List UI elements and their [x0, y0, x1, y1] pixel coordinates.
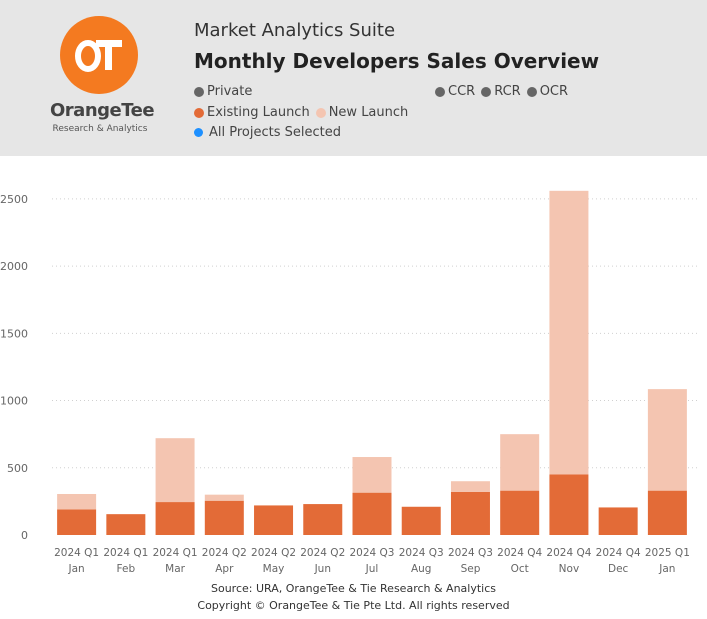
bar-new-launch	[204, 494, 244, 501]
region-filters: CCR RCR OCR	[435, 84, 568, 99]
private-dot-icon	[194, 86, 204, 97]
existing-launch-dot-icon	[194, 107, 204, 118]
x-tick-quarter: 2025 Q1	[645, 547, 690, 559]
filter-rcr[interactable]: RCR	[481, 84, 521, 99]
bar-existing-launch	[155, 502, 195, 535]
filter-rcr-label: RCR	[494, 84, 521, 99]
bar-existing-launch	[352, 492, 392, 535]
y-tick-label: 2500	[0, 193, 28, 206]
x-tick-month: May	[263, 563, 285, 575]
filter-existing-launch-label: Existing Launch	[207, 105, 310, 120]
bar-existing-launch	[106, 514, 146, 535]
report-header: OrangeTee Research & Analytics Market An…	[0, 0, 707, 156]
x-tick-month: Apr	[215, 563, 234, 575]
x-tick-month: Dec	[608, 563, 629, 575]
bar-new-launch	[450, 481, 490, 492]
filter-private-label: Private	[207, 84, 253, 99]
bar-new-launch	[549, 190, 589, 475]
bar-existing-launch	[57, 509, 97, 535]
filter-ccr-label: CCR	[448, 84, 476, 99]
y-tick-label: 1000	[0, 395, 28, 408]
bar-existing-launch	[598, 507, 638, 535]
new-launch-dot-icon	[315, 107, 326, 118]
sales-bar-chart: 0 500 1000 1500 2000 2500 2024 Q1 Jan 2024 Q1 Feb…	[0, 190, 700, 575]
orangetee-logo	[60, 16, 138, 94]
bar-existing-launch	[204, 500, 244, 535]
bar-new-launch	[155, 438, 195, 503]
y-tick-label: 2000	[0, 260, 28, 273]
x-tick-quarter: 2024 Q4	[497, 547, 542, 559]
y-tick-label: 0	[21, 529, 28, 542]
bar-existing-launch	[647, 490, 687, 535]
x-tick-month: Nov	[559, 563, 580, 575]
x-tick-quarter: 2024 Q2	[300, 547, 345, 559]
x-tick-month: Jul	[365, 563, 379, 575]
bar-existing-launch	[254, 505, 294, 535]
bar-existing-launch	[500, 490, 540, 535]
filter-existing-launch[interactable]: Existing Launch	[194, 105, 310, 120]
x-tick-quarter: 2024 Q3	[399, 547, 444, 559]
x-tick-quarter: 2024 Q4	[596, 547, 641, 559]
bar-new-launch	[57, 493, 97, 510]
x-tick-quarter: 2024 Q1	[54, 547, 99, 559]
bar-existing-launch	[303, 504, 343, 535]
selected-dot-icon	[194, 128, 203, 137]
launch-filters: Existing Launch New Launch	[194, 105, 408, 120]
x-tick-month: Oct	[511, 563, 529, 575]
x-tick-quarter: 2024 Q2	[251, 547, 296, 559]
x-tick-month: Feb	[117, 563, 136, 575]
x-tick-quarter: 2024 Q4	[546, 547, 591, 559]
ocr-dot-icon	[526, 86, 537, 97]
filter-private[interactable]: Private	[194, 84, 252, 99]
x-tick-month: Aug	[411, 563, 432, 575]
filter-new-launch-label: New Launch	[328, 105, 409, 120]
x-tick-month: Sep	[461, 563, 481, 575]
x-tick-quarter: 2024 Q2	[202, 547, 247, 559]
filter-ocr[interactable]: OCR	[526, 84, 569, 99]
logo-subtext: Research & Analytics	[52, 124, 148, 134]
suite-title: Market Analytics Suite	[194, 20, 396, 41]
filter-ccr[interactable]: CCR	[435, 84, 475, 99]
bar-new-launch	[647, 389, 687, 491]
bar-existing-launch	[401, 506, 441, 535]
source-note: Source: URA, OrangeTee & Tie Research & …	[210, 582, 497, 595]
bar-existing-launch	[549, 474, 589, 535]
y-tick-label: 500	[7, 462, 28, 475]
x-tick-quarter: 2024 Q3	[448, 547, 493, 559]
x-tick-quarter: 2024 Q1	[153, 547, 198, 559]
filter-all-projects-label: All Projects Selected	[209, 125, 341, 140]
ccr-dot-icon	[435, 86, 445, 97]
x-tick-quarter: 2024 Q3	[349, 547, 394, 559]
report-title: Monthly Developers Sales Overview	[194, 49, 600, 73]
x-tick-month: Jan	[658, 563, 675, 575]
bar-new-launch	[500, 434, 540, 491]
bar-existing-launch	[450, 491, 490, 535]
rcr-dot-icon	[481, 86, 492, 97]
y-tick-label: 1500	[0, 327, 28, 340]
filter-all-projects[interactable]: All Projects Selected	[194, 125, 341, 140]
x-tick-month: Jun	[314, 563, 331, 575]
filter-new-launch[interactable]: New Launch	[315, 105, 409, 120]
x-tick-month: Jan	[68, 563, 85, 575]
copyright-note: Copyright © OrangeTee & Tie Pte Ltd. All…	[197, 599, 510, 612]
logo-wordmark: OrangeTee	[50, 100, 155, 121]
filter-ocr-label: OCR	[539, 84, 569, 99]
bar-new-launch	[352, 457, 392, 493]
x-tick-month: Mar	[165, 563, 185, 575]
x-tick-quarter: 2024 Q1	[103, 547, 148, 559]
